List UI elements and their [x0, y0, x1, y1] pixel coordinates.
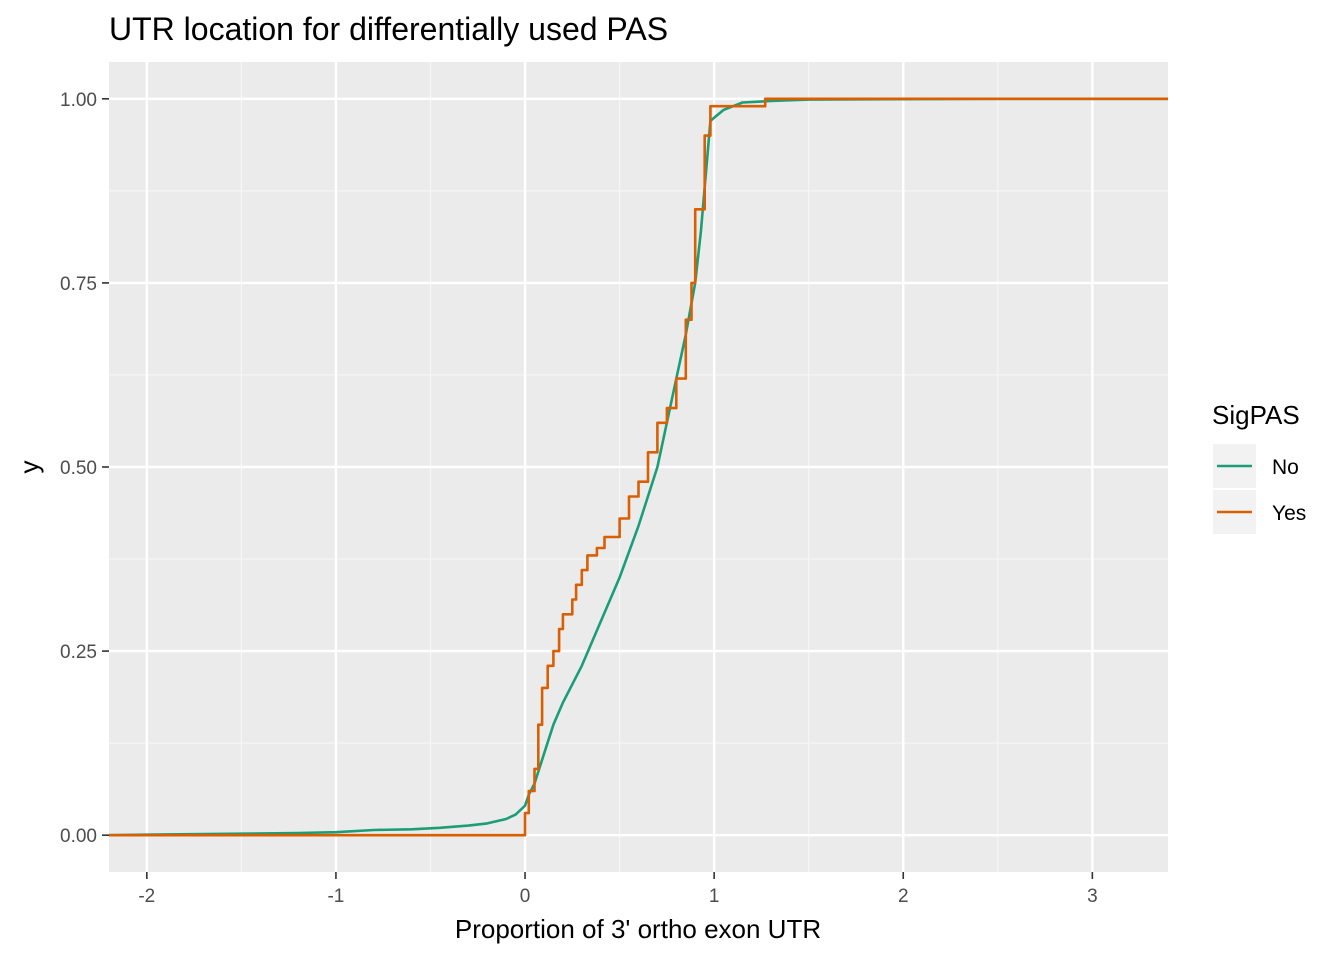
legend-label-no: No	[1272, 456, 1299, 479]
legend-items: No Yes	[1213, 444, 1306, 534]
legend: SigPAS No Yes	[1212, 400, 1306, 534]
y-axis: 0.00 0.25 0.50 0.75 1.00	[60, 90, 109, 847]
chart-title: UTR location for differentially used PAS	[109, 11, 668, 47]
x-axis-title: Proportion of 3' ortho exon UTR	[455, 914, 821, 944]
series-line-no	[108, 97, 1168, 837]
series-line-yes	[109, 97, 1168, 837]
x-tick-label: 2	[898, 886, 909, 907]
legend-label-yes: Yes	[1272, 502, 1306, 525]
y-axis-title: y	[14, 461, 44, 474]
y-tick-label: 0.00	[60, 826, 97, 847]
x-tick-label: 1	[709, 886, 720, 907]
x-tick-label: -2	[138, 886, 155, 907]
y-tick-label: 0.75	[60, 274, 97, 295]
series-lines	[108, 97, 1168, 837]
y-tick-label: 0.25	[60, 642, 97, 663]
legend-title: SigPAS	[1212, 400, 1300, 430]
y-tick-label: 1.00	[60, 90, 97, 111]
x-tick-label: 3	[1087, 886, 1098, 907]
x-axis: -2 -1 0 1 2 3	[138, 872, 1098, 907]
x-tick-label: -1	[327, 886, 344, 907]
y-tick-label: 0.50	[60, 458, 97, 479]
x-tick-label: 0	[520, 886, 531, 907]
